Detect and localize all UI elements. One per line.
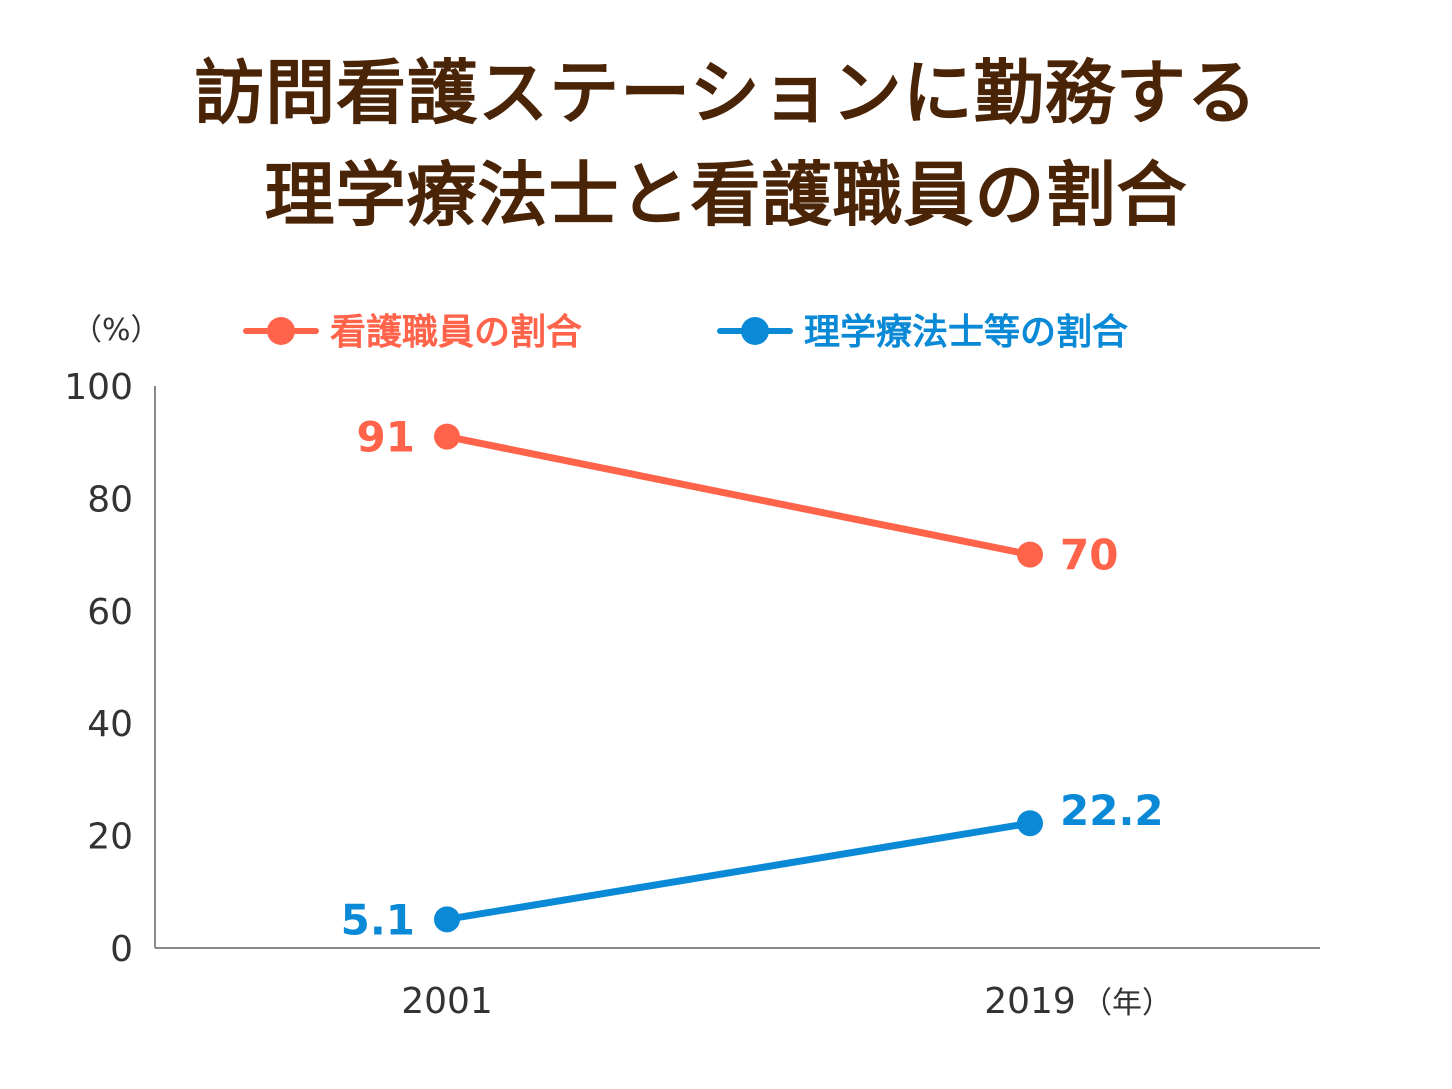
legend-label: 理学療法士等の割合: [804, 311, 1128, 353]
chart-title-line-2: 理学療法士と看護職員の割合: [264, 154, 1188, 236]
chart-legend: 看護職員の割合 理学療法士等の割合: [243, 311, 1128, 353]
data-point: [1017, 541, 1043, 568]
data-label: 22.2: [1060, 786, 1164, 835]
y-tick-label: 20: [87, 817, 133, 858]
data-point: [434, 423, 460, 450]
y-tick-label: 100: [64, 367, 133, 408]
data-point: [1017, 810, 1043, 837]
data-labels: 91 70 5.1 22.2: [341, 413, 1164, 945]
legend-marker: [741, 317, 769, 345]
y-tick-label: 80: [87, 479, 133, 520]
data-point: [434, 906, 460, 933]
y-tick-label: 40: [87, 704, 133, 745]
chart-axes: [154, 386, 1320, 949]
legend-label: 看護職員の割合: [330, 312, 582, 353]
y-tick-label: 0: [110, 929, 133, 970]
x-tick-label: 2001: [401, 981, 493, 1022]
chart-title-line-1: 訪問看護ステーションに勤務する: [194, 52, 1258, 134]
y-tick-label: 60: [87, 592, 133, 633]
x-tick-label: 2019: [984, 981, 1076, 1022]
data-label: 5.1: [341, 895, 415, 944]
series-line: [446, 433, 1031, 559]
data-label: 70: [1060, 531, 1118, 580]
legend-marker: [267, 317, 295, 345]
y-axis-ticks: 0 20 40 60 80 100 （%）: [64, 313, 160, 970]
y-axis-unit: （%）: [72, 313, 161, 348]
chart-series: [434, 423, 1043, 933]
x-axis-ticks: 2001 2019 （年）: [401, 981, 1172, 1022]
series-line: [446, 819, 1031, 923]
data-label: 91: [357, 413, 415, 462]
x-axis-unit: （年）: [1082, 986, 1172, 1021]
